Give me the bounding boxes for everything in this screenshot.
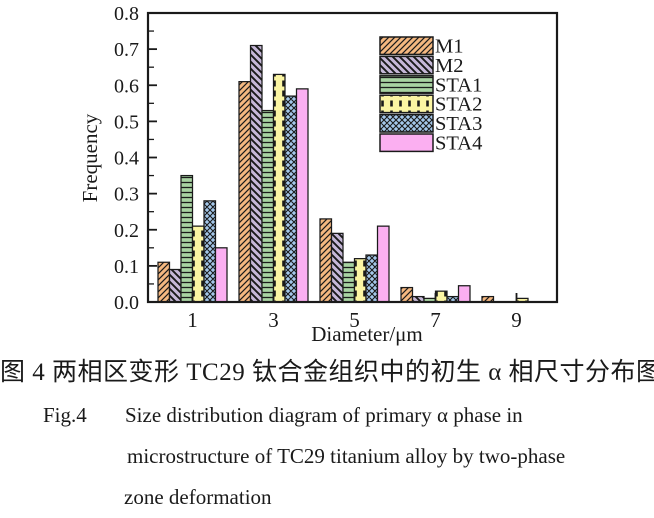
y-tick-label: 0.8: [114, 3, 139, 25]
caption-english-line1: Fig.4 Size distribution diagram of prima…: [43, 403, 523, 428]
legend-label-m1: M1: [435, 36, 463, 58]
bar-m1-d3: [238, 81, 252, 303]
legend-swatch-sta3: [379, 113, 434, 133]
y-tick-label: 0.6: [114, 75, 139, 97]
bar-chart-svg: 0.0 0.1 0.2 0.3 0.4 0.5 0.6 0.7 0.8 1 3 5 7 9 Diameter…: [78, 3, 559, 346]
bar-sta4-d5: [376, 225, 390, 303]
bar-m2-d1: [168, 268, 182, 303]
bar-m1-d7: [400, 286, 414, 303]
y-tick-label: 0.3: [114, 184, 139, 206]
bar-sta4-d3: [295, 88, 309, 303]
legend-item-sta4: STA4: [379, 133, 482, 155]
legend-label-sta4: STA4: [435, 133, 482, 155]
y-tick-label: 0.5: [114, 111, 139, 133]
legend-swatch-sta1: [379, 75, 434, 94]
y-tick-label: 0.4: [114, 148, 139, 170]
x-tick-label: 9: [511, 308, 522, 332]
legend-swatch-sta2: [379, 94, 434, 114]
bar-sta1-d5: [342, 261, 356, 303]
bar-sta1-d1: [180, 174, 194, 303]
legend-swatch-m1: [379, 36, 434, 56]
legend-label-m2: M2: [435, 55, 463, 77]
bar-sta4-d7: [457, 285, 471, 303]
y-tick-label: 0.1: [114, 256, 139, 278]
y-axis-title: Frequency: [78, 113, 102, 202]
legend-label-sta3: STA3: [435, 113, 482, 135]
bar-m1-d1: [157, 261, 171, 303]
bar-sta2-d3: [272, 73, 286, 303]
bar-sta2-d7: [434, 290, 448, 303]
legend-item-m2: M2: [379, 55, 463, 77]
legend-item-m1: M1: [379, 36, 463, 58]
bar-sta3-d1: [203, 200, 217, 303]
bar-sta2-d5: [353, 258, 367, 303]
bar-sta1-d3: [261, 109, 275, 303]
x-axis-title: Diameter/μm: [311, 322, 423, 346]
caption-english-text: Size distribution diagram of primary α p…: [125, 403, 523, 427]
y-tick-label: 0.2: [114, 220, 139, 242]
x-tick-label: 7: [430, 308, 441, 332]
legend-label-sta1: STA1: [435, 74, 482, 96]
legend-swatch-m2: [379, 55, 434, 75]
y-tick-label: 0.7: [114, 39, 139, 61]
bar-sta4-d1: [214, 247, 228, 303]
bar-sta3-d5: [365, 254, 379, 303]
x-tick-label: 3: [268, 308, 279, 332]
legend-label-sta2: STA2: [435, 94, 482, 116]
caption-english-line3: zone deformation: [124, 485, 272, 509]
caption-chinese: 图 4 两相区变形 TC29 钛合金组织中的初生 α 相尺寸分布图: [0, 359, 654, 386]
bar-sta3-d3: [284, 95, 298, 303]
axes-group: 0.0 0.1 0.2 0.3 0.4 0.5 0.6 0.7 0.8 1 3 5 7 9 Diameter…: [78, 3, 522, 346]
legend-item-sta3: STA3: [379, 113, 482, 135]
caption-english-line2: microstructure of TC29 titanium alloy by…: [127, 444, 566, 468]
plot-frame: [146, 11, 559, 304]
bar-m2-d3: [249, 44, 263, 303]
bars-group: [157, 44, 529, 303]
bar-sta2-d1: [191, 225, 205, 303]
caption-fig-label: Fig.4: [43, 403, 87, 427]
legend-swatch-sta4: [379, 133, 434, 153]
legend-item-sta2: STA2: [379, 94, 482, 116]
legend-item-sta1: STA1: [379, 74, 482, 96]
bar-m1-d5: [319, 218, 333, 303]
x-tick-label: 1: [187, 308, 198, 332]
x-tick-label: 5: [349, 308, 360, 332]
y-tick-label: 0.0: [114, 292, 139, 314]
bar-m2-d5: [330, 232, 344, 303]
